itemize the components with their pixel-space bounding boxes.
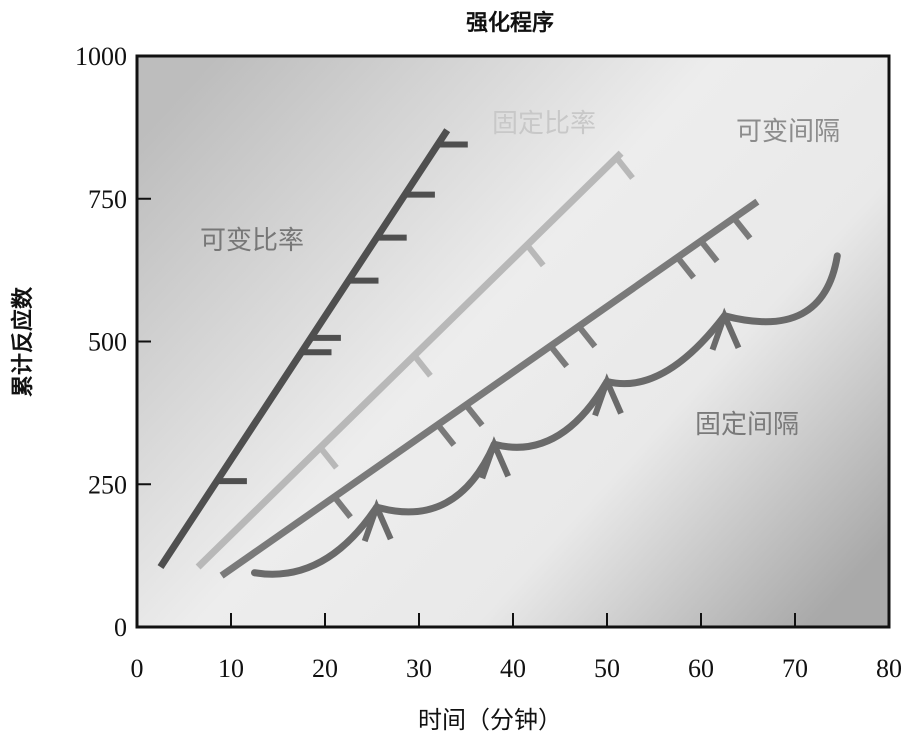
x-tick-label: 10	[218, 654, 244, 683]
reinforcement-mark	[435, 422, 457, 447]
x-tick-label: 40	[500, 654, 526, 683]
scallop-curve	[251, 503, 381, 578]
reinforcement-mark	[332, 495, 353, 520]
x-tick-label: 60	[688, 654, 714, 683]
x-tick-label: 20	[312, 654, 338, 683]
plot-area	[135, 54, 891, 629]
y-axis-ticks: 0 250 500 750 1000	[75, 42, 151, 642]
x-axis-ticks: 0 10 20 30 40 50 60 70 80	[131, 613, 902, 683]
series-layer	[157, 128, 841, 579]
scallop-curve	[721, 252, 841, 326]
y-tick-label: 750	[88, 185, 127, 214]
reinforcement-mark	[675, 255, 696, 280]
series-line	[219, 198, 760, 579]
y-tick-label: 250	[88, 470, 127, 499]
series-variable-interval	[219, 198, 760, 579]
series-label-fixed-ratio: 固定比率	[492, 109, 596, 139]
x-tick-label: 70	[782, 654, 808, 683]
x-tick-label: 50	[594, 654, 620, 683]
x-tick-label: 80	[876, 654, 902, 683]
reinforcement-mark	[463, 403, 485, 428]
series-label-variable-interval: 可变间隔	[736, 117, 840, 147]
reinforcement-mark	[731, 216, 753, 241]
series-fixed-ratio	[195, 150, 635, 570]
series-variable-ratio	[157, 128, 468, 569]
reinforcement-mark	[524, 243, 546, 268]
series-fixed-interval	[251, 252, 841, 578]
reinforcement-mark	[698, 239, 720, 264]
x-tick-label: 0	[131, 654, 144, 683]
series-line	[157, 128, 451, 569]
reinforcement-mark	[614, 155, 635, 180]
reinforcement-mark	[317, 445, 339, 470]
reinforcement-mark	[576, 324, 598, 349]
x-axis-label: 时间（分钟）	[418, 706, 562, 734]
series-label-variable-ratio: 可变比率	[200, 226, 304, 256]
reinforcement-mark	[548, 344, 570, 369]
scallop-curve	[490, 377, 611, 451]
reinforcement-mark	[411, 353, 433, 378]
y-tick-label: 500	[88, 328, 127, 357]
y-tick-label: 1000	[75, 42, 127, 71]
chart-title: 强化程序	[466, 10, 554, 36]
series-line	[195, 150, 624, 570]
series-label-fixed-interval: 固定间隔	[695, 410, 799, 440]
x-tick-label: 30	[406, 654, 432, 683]
y-axis-label: 累计反应数	[10, 286, 36, 397]
scallop-curve	[603, 312, 728, 388]
y-tick-label: 0	[114, 613, 127, 642]
